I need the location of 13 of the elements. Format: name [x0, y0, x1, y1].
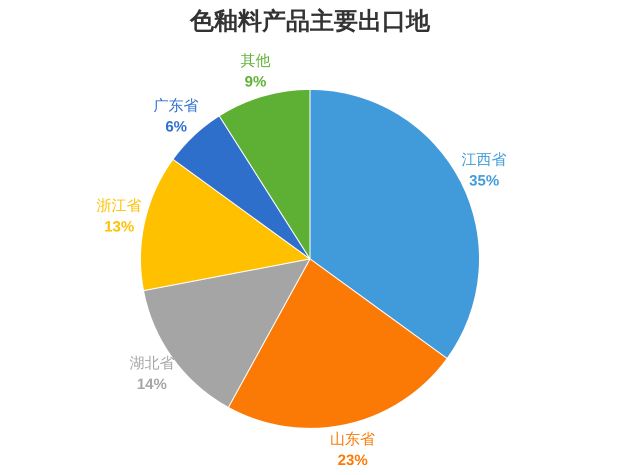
slice-label: 浙江省	[96, 197, 142, 214]
chart-title: 色釉料产品主要出口地	[189, 7, 431, 36]
slice-label: 湖北省	[129, 354, 174, 372]
slice-label: 其他	[240, 52, 270, 70]
data-label: 6%	[165, 118, 188, 136]
data-label: 14%	[136, 376, 167, 393]
data-label: 9%	[244, 73, 266, 90]
data-label: 23%	[338, 452, 368, 469]
data-label: 35%	[469, 172, 500, 190]
data-label: 13%	[104, 218, 134, 236]
slice-label: 江西省	[462, 151, 507, 168]
slice-label: 广东省	[154, 98, 199, 115]
slice-label: 山东省	[330, 430, 376, 448]
